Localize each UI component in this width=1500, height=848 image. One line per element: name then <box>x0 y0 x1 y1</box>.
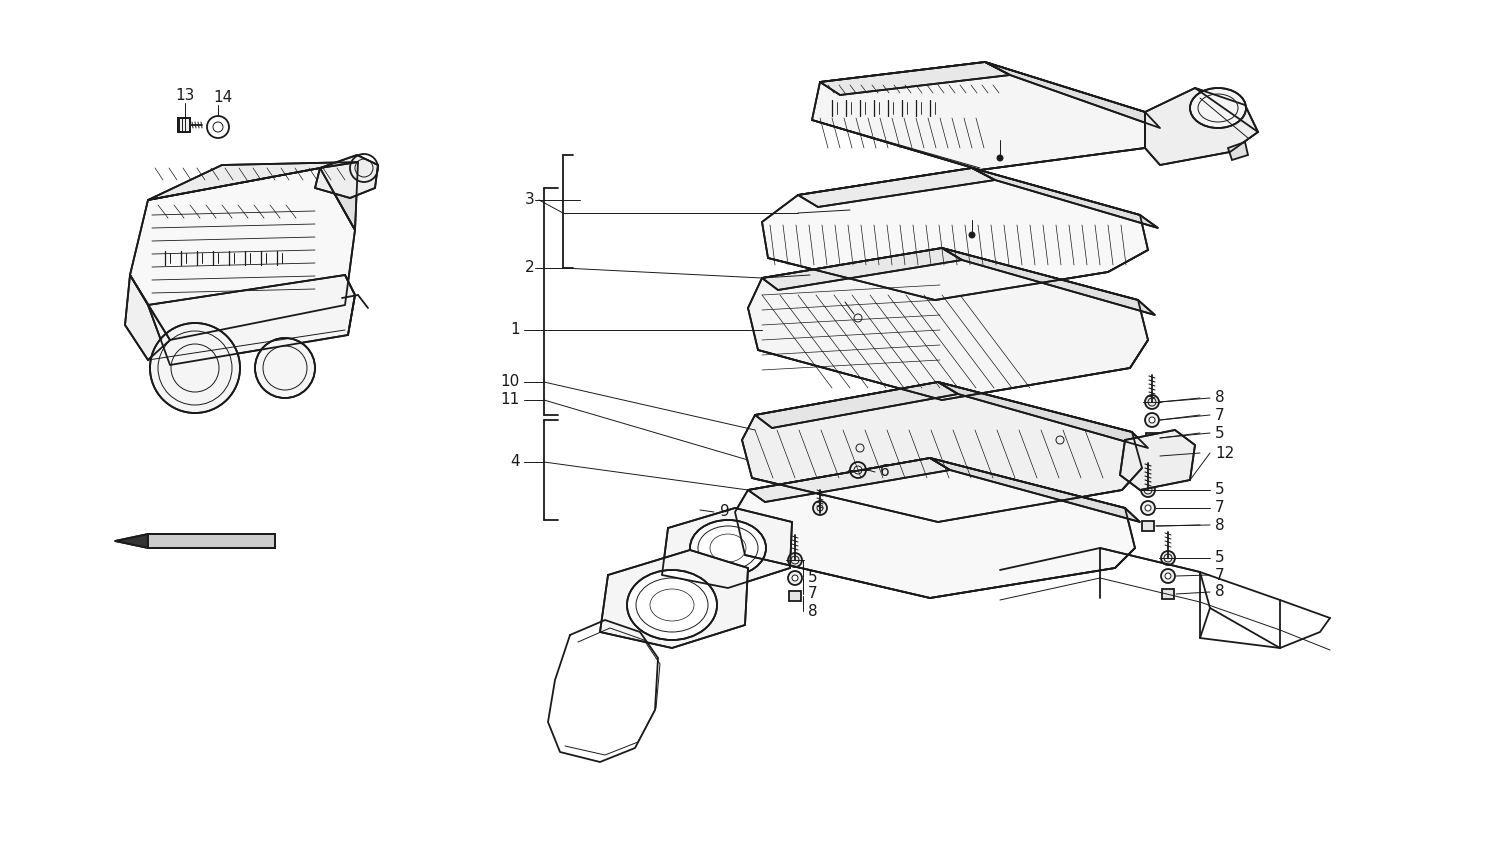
Text: 8: 8 <box>1215 390 1224 405</box>
Circle shape <box>792 575 798 581</box>
Text: 14: 14 <box>213 90 232 104</box>
Circle shape <box>1142 501 1155 515</box>
Polygon shape <box>1228 142 1248 160</box>
Text: 5: 5 <box>808 570 818 584</box>
Polygon shape <box>1144 88 1258 165</box>
Text: 5: 5 <box>1215 426 1224 440</box>
Polygon shape <box>1146 433 1158 443</box>
Polygon shape <box>1142 521 1154 531</box>
Text: 7: 7 <box>808 587 818 601</box>
Circle shape <box>788 571 802 585</box>
Text: 1: 1 <box>510 322 520 338</box>
Polygon shape <box>938 382 1148 448</box>
Circle shape <box>1144 395 1160 409</box>
Polygon shape <box>754 382 958 428</box>
Circle shape <box>1149 453 1155 459</box>
Polygon shape <box>116 534 148 548</box>
Polygon shape <box>942 248 1155 315</box>
Ellipse shape <box>627 570 717 640</box>
Circle shape <box>1142 483 1155 497</box>
Ellipse shape <box>150 323 240 413</box>
Polygon shape <box>762 168 1148 300</box>
Polygon shape <box>130 168 356 340</box>
Polygon shape <box>748 248 1148 400</box>
Polygon shape <box>742 382 1142 522</box>
Text: 6: 6 <box>880 465 890 479</box>
Circle shape <box>1144 449 1160 463</box>
Polygon shape <box>320 162 358 230</box>
Polygon shape <box>821 62 1010 95</box>
Text: 11: 11 <box>501 393 520 408</box>
Text: 4: 4 <box>510 455 520 470</box>
Polygon shape <box>986 62 1160 128</box>
Text: 7: 7 <box>1215 408 1224 422</box>
Polygon shape <box>762 248 962 290</box>
Text: 3: 3 <box>525 192 536 208</box>
Polygon shape <box>148 275 356 365</box>
Circle shape <box>1144 413 1160 427</box>
Polygon shape <box>315 155 378 198</box>
Polygon shape <box>1162 589 1174 599</box>
Polygon shape <box>748 458 950 502</box>
Polygon shape <box>600 550 748 648</box>
Ellipse shape <box>255 338 315 398</box>
Text: 8: 8 <box>808 604 818 618</box>
Polygon shape <box>662 508 792 588</box>
Text: 13: 13 <box>176 87 195 103</box>
Circle shape <box>813 501 826 515</box>
Text: 7: 7 <box>1215 500 1224 516</box>
Circle shape <box>1161 551 1174 565</box>
Text: 9: 9 <box>720 505 729 520</box>
Text: 12: 12 <box>1215 445 1234 460</box>
Polygon shape <box>798 168 994 207</box>
Circle shape <box>998 155 1004 161</box>
Ellipse shape <box>690 520 766 576</box>
Circle shape <box>850 462 865 478</box>
Polygon shape <box>148 534 274 548</box>
Circle shape <box>1166 573 1172 579</box>
Text: 10: 10 <box>501 375 520 389</box>
Polygon shape <box>1120 430 1196 490</box>
Polygon shape <box>930 458 1140 522</box>
Circle shape <box>1144 505 1150 511</box>
Polygon shape <box>124 275 170 360</box>
Polygon shape <box>178 118 190 132</box>
Polygon shape <box>812 62 1144 170</box>
Text: 5: 5 <box>1215 483 1224 498</box>
Polygon shape <box>972 168 1158 228</box>
Ellipse shape <box>1190 88 1246 128</box>
Polygon shape <box>789 591 801 601</box>
Polygon shape <box>148 162 358 200</box>
Text: 2: 2 <box>525 260 536 276</box>
Circle shape <box>969 232 975 238</box>
Text: 8: 8 <box>1215 584 1224 600</box>
Circle shape <box>1149 417 1155 423</box>
Text: 5: 5 <box>1215 550 1224 566</box>
Polygon shape <box>735 458 1136 598</box>
Circle shape <box>1161 569 1174 583</box>
Circle shape <box>788 553 802 567</box>
Text: 7: 7 <box>1215 567 1224 583</box>
Text: 8: 8 <box>1215 517 1224 533</box>
